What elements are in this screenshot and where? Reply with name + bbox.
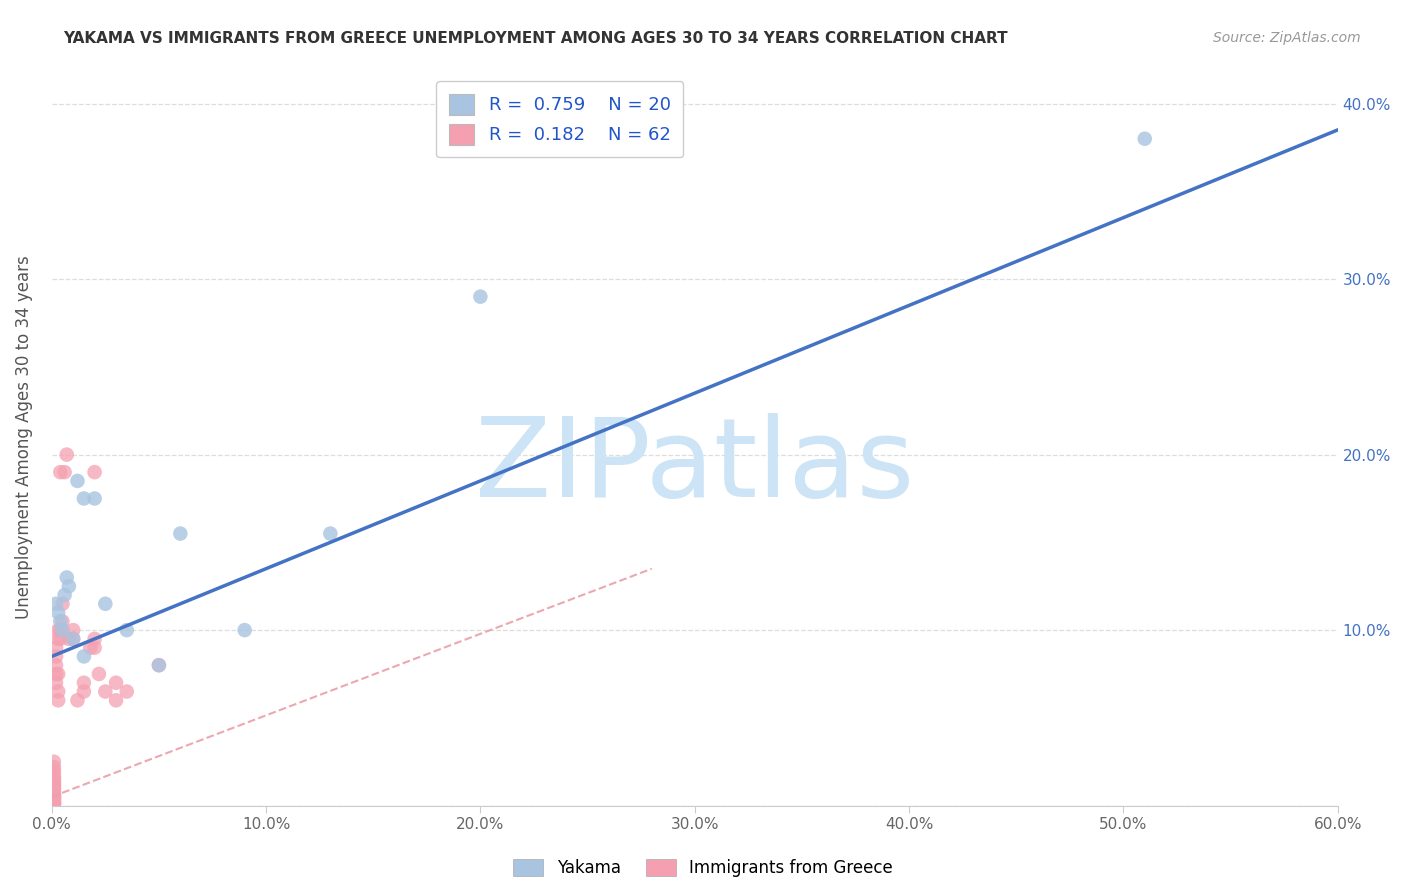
Point: [73, 491, 96, 506]
Point: [55, 448, 77, 462]
Point: [319, 526, 342, 541]
Point: [42, 793, 65, 807]
Point: [42, 797, 65, 811]
Point: [42, 795, 65, 809]
Point: [42, 797, 65, 811]
Point: [42, 791, 65, 805]
Point: [51, 615, 73, 629]
Point: [87, 667, 110, 681]
Point: [66, 693, 89, 707]
Point: [51, 623, 73, 637]
Point: [83, 632, 105, 646]
Point: [42, 786, 65, 800]
Point: [46, 632, 69, 646]
Text: ZIPatlas: ZIPatlas: [475, 413, 914, 520]
Point: [148, 658, 170, 673]
Point: [169, 526, 191, 541]
Point: [46, 623, 69, 637]
Text: Source: ZipAtlas.com: Source: ZipAtlas.com: [1213, 31, 1361, 45]
Point: [62, 632, 84, 646]
Point: [42, 784, 65, 798]
Point: [1133, 132, 1156, 146]
Point: [42, 776, 65, 790]
Point: [83, 465, 105, 479]
Point: [105, 693, 128, 707]
Y-axis label: Unemployment Among Ages 30 to 34 years: Unemployment Among Ages 30 to 34 years: [15, 255, 32, 619]
Point: [45, 667, 67, 681]
Point: [42, 789, 65, 804]
Point: [45, 658, 67, 673]
Point: [51, 597, 73, 611]
Point: [42, 795, 65, 809]
Point: [58, 632, 80, 646]
Point: [45, 675, 67, 690]
Legend: R =  0.759    N = 20, R =  0.182    N = 62: R = 0.759 N = 20, R = 0.182 N = 62: [436, 81, 683, 157]
Point: [46, 667, 69, 681]
Point: [45, 649, 67, 664]
Point: [42, 788, 65, 802]
Point: [53, 588, 76, 602]
Point: [94, 684, 117, 698]
Point: [46, 684, 69, 698]
Point: [42, 780, 65, 795]
Point: [42, 782, 65, 797]
Point: [42, 788, 65, 802]
Point: [42, 760, 65, 774]
Point: [73, 675, 96, 690]
Point: [470, 290, 492, 304]
Point: [55, 570, 77, 584]
Point: [49, 465, 72, 479]
Point: [42, 793, 65, 807]
Point: [42, 791, 65, 805]
Point: [45, 597, 67, 611]
Point: [42, 797, 65, 811]
Point: [105, 675, 128, 690]
Point: [53, 465, 76, 479]
Text: YAKAMA VS IMMIGRANTS FROM GREECE UNEMPLOYMENT AMONG AGES 30 TO 34 YEARS CORRELAT: YAKAMA VS IMMIGRANTS FROM GREECE UNEMPLO…: [63, 31, 1008, 46]
Point: [42, 771, 65, 785]
Point: [49, 615, 72, 629]
Point: [79, 640, 101, 655]
Point: [42, 764, 65, 778]
Point: [49, 632, 72, 646]
Point: [58, 579, 80, 593]
Point: [42, 778, 65, 792]
Point: [45, 640, 67, 655]
Point: [73, 649, 96, 664]
Legend: Yakama, Immigrants from Greece: Yakama, Immigrants from Greece: [506, 852, 900, 884]
Point: [46, 606, 69, 620]
Point: [148, 658, 170, 673]
Point: [94, 597, 117, 611]
Point: [83, 640, 105, 655]
Point: [42, 755, 65, 769]
Point: [42, 772, 65, 787]
Point: [115, 623, 138, 637]
Point: [73, 684, 96, 698]
Point: [62, 632, 84, 646]
Point: [42, 789, 65, 804]
Point: [42, 767, 65, 781]
Point: [42, 774, 65, 789]
Point: [115, 684, 138, 698]
Point: [42, 789, 65, 804]
Point: [62, 623, 84, 637]
Point: [42, 795, 65, 809]
Point: [42, 779, 65, 793]
Point: [233, 623, 256, 637]
Point: [46, 693, 69, 707]
Point: [49, 623, 72, 637]
Point: [66, 474, 89, 488]
Point: [83, 491, 105, 506]
